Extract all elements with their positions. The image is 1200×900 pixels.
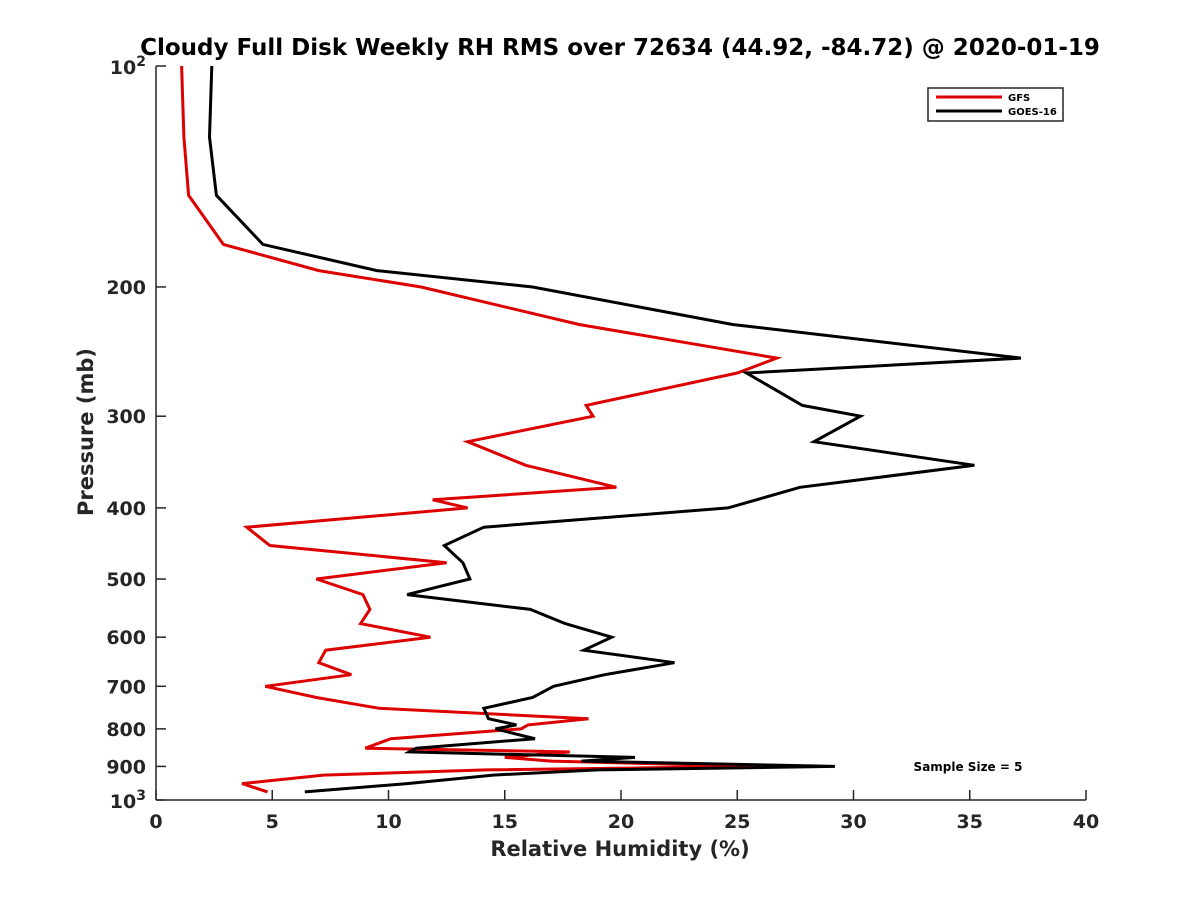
y-tick-label: 600 — [106, 627, 146, 649]
x-tick-label: 0 — [149, 811, 162, 833]
x-tick-label: 5 — [266, 811, 279, 833]
x-tick-label: 35 — [957, 811, 983, 833]
x-tick-label: 30 — [840, 811, 866, 833]
y-tick-label: 500 — [106, 569, 146, 591]
y-tick-label: 200 — [106, 277, 146, 299]
y-tick-label: 400 — [106, 498, 146, 520]
series-line-0 — [180, 65, 783, 794]
y-tick-label: 800 — [106, 719, 146, 741]
x-tick-label: 15 — [492, 811, 518, 833]
series-line-1 — [207, 65, 1022, 794]
legend-label-1: GOES-16 — [1008, 107, 1057, 118]
x-tick-label: 20 — [608, 811, 634, 833]
x-tick-label: 10 — [375, 811, 401, 833]
x-tick-label: 25 — [724, 811, 750, 833]
plot-lines — [180, 65, 1022, 794]
y-tick-power-label: 102 — [110, 54, 146, 79]
axes: 0 5 10 15 20 25 30 35 40 200 300 400 500 600 700 800 900… — [106, 54, 1099, 833]
x-tick-label: 40 — [1073, 811, 1099, 833]
x-axis-label: Relative Humidity (%) — [490, 837, 749, 861]
chart-title: Cloudy Full Disk Weekly RH RMS over 7263… — [140, 35, 1100, 61]
legend-label-0: GFS — [1008, 93, 1030, 104]
y-tick-label: 300 — [106, 406, 146, 428]
y-tick-label: 900 — [106, 756, 146, 778]
legend-box — [927, 87, 1064, 122]
legend: GFS GOES-16 — [927, 87, 1064, 122]
y-axis-label: Pressure (mb) — [74, 348, 98, 516]
sample-size-annotation: Sample Size = 5 — [914, 760, 1023, 774]
y-tick-power-label: 103 — [110, 788, 146, 813]
y-tick-label: 700 — [106, 676, 146, 698]
